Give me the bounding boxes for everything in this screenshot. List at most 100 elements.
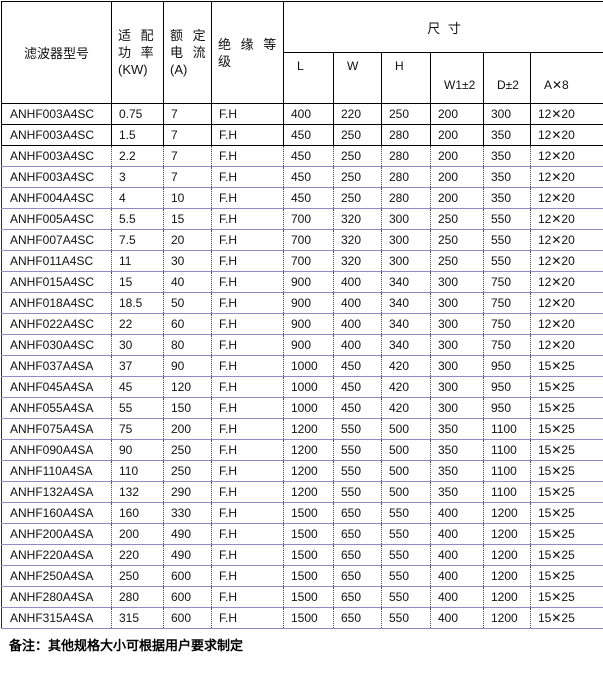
table-row: ANHF011A4SC 11 30 F.H 700 320 300 250 550 12✕20 [1,250,603,272]
cell-model: ANHF022A4SC [1,313,112,335]
cell-current-a: 490 [163,523,212,545]
cell-dim-d: 950 [483,376,531,398]
cell-power-kw: 280 [111,586,164,608]
header-rated-power: 适 配 功 率 (KW) [111,1,164,104]
cell-insulation: F.H [211,187,284,209]
cell-insulation: F.H [211,229,284,251]
cell-dim-l: 1200 [283,439,334,461]
cell-dim-a: 15✕25 [529,460,603,482]
cell-dim-w1: 400 [430,523,484,545]
cell-dim-h: 280 [381,124,431,146]
cell-dim-w1: 300 [430,397,484,419]
header-dim-A: A✕8 [529,52,603,104]
cell-current-a: 330 [163,502,212,524]
table-row: ANHF090A4SA 90 250 F.H 1200 550 500 350 1100 15✕2… [1,439,603,461]
table-row: ANHF003A4SC 1.5 7 F.H 450 250 280 200 350 12✕20 [1,124,603,146]
cell-dim-w: 650 [333,565,382,587]
cell-dim-w: 400 [333,334,382,356]
cell-dim-a: 15✕25 [529,502,603,524]
cell-model: ANHF160A4SA [1,502,112,524]
cell-model: ANHF200A4SA [1,523,112,545]
cell-dim-a: 15✕25 [529,607,603,629]
table-row: ANHF003A4SC 2.2 7 F.H 450 250 280 200 350 12✕20 [1,145,603,167]
cell-current-a: 600 [163,586,212,608]
cell-dim-d: 1200 [483,544,531,566]
header-rated-power-line2: 功 率 [118,45,154,60]
cell-power-kw: 110 [111,460,164,482]
cell-model: ANHF110A4SA [1,460,112,482]
cell-power-kw: 45 [111,376,164,398]
cell-model: ANHF003A4SC [1,145,112,167]
cell-dim-a: 12✕20 [529,271,603,293]
table-row: ANHF220A4SA 220 490 F.H 1500 650 550 400 1200 15✕… [1,544,603,566]
cell-current-a: 200 [163,418,212,440]
cell-power-kw: 3 [111,166,164,188]
table-row: ANHF250A4SA 250 600 F.H 1500 650 550 400 1200 15✕… [1,565,603,587]
cell-dim-w1: 300 [430,313,484,335]
cell-power-kw: 7.5 [111,229,164,251]
cell-dim-d: 350 [483,166,531,188]
cell-dim-d: 750 [483,334,531,356]
cell-dim-a: 12✕20 [529,145,603,167]
table-row: ANHF315A4SA 315 600 F.H 1500 650 550 400 1200 15✕… [1,607,603,629]
cell-insulation: F.H [211,208,284,230]
cell-dim-a: 15✕25 [529,439,603,461]
cell-dim-w: 400 [333,313,382,335]
cell-insulation: F.H [211,607,284,629]
cell-dim-a: 12✕20 [529,166,603,188]
cell-current-a: 250 [163,460,212,482]
cell-dim-h: 550 [381,502,431,524]
cell-dim-l: 900 [283,313,334,335]
cell-power-kw: 160 [111,502,164,524]
table-row: ANHF280A4SA 280 600 F.H 1500 650 550 400 1200 15✕… [1,586,603,608]
cell-dim-a: 15✕25 [529,376,603,398]
cell-current-a: 10 [163,187,212,209]
cell-dim-l: 700 [283,229,334,251]
cell-dim-a: 12✕20 [529,292,603,314]
cell-dim-a: 15✕25 [529,544,603,566]
cell-dim-d: 550 [483,208,531,230]
cell-dim-w1: 250 [430,229,484,251]
footer-note: 备注：其他规格大小可根据用户要求制定 [9,638,244,653]
cell-dim-w1: 200 [430,187,484,209]
table-row: ANHF018A4SC 18.5 50 F.H 900 400 340 300 750 12✕20 [1,292,603,314]
cell-dim-w1: 300 [430,271,484,293]
cell-dim-l: 1500 [283,565,334,587]
cell-dim-d: 950 [483,355,531,377]
cell-dim-h: 500 [381,481,431,503]
cell-dim-w1: 250 [430,208,484,230]
cell-dim-h: 420 [381,397,431,419]
cell-power-kw: 30 [111,334,164,356]
cell-dim-l: 900 [283,334,334,356]
header-dim-H: H [381,52,431,104]
cell-dim-l: 400 [283,103,334,125]
table-row: ANHF003A4SC 3 7 F.H 450 250 280 200 350 12✕20 [1,166,603,188]
cell-dim-w: 550 [333,481,382,503]
table-row: ANHF004A4SC 4 10 F.H 450 250 280 200 350 12✕20 [1,187,603,209]
cell-insulation: F.H [211,565,284,587]
cell-power-kw: 4 [111,187,164,209]
header-insulation-grade: 绝 缘 等 级 [211,1,284,104]
header-insulation-line2: 级 [218,53,232,69]
cell-power-kw: 132 [111,481,164,503]
cell-dim-a: 15✕25 [529,481,603,503]
cell-model: ANHF037A4SA [1,355,112,377]
cell-insulation: F.H [211,376,284,398]
cell-current-a: 600 [163,565,212,587]
cell-dim-h: 280 [381,166,431,188]
cell-current-a: 7 [163,166,212,188]
cell-dim-a: 12✕20 [529,124,603,146]
cell-dim-w: 250 [333,187,382,209]
cell-insulation: F.H [211,544,284,566]
cell-dim-w1: 350 [430,481,484,503]
cell-dim-d: 1100 [483,439,531,461]
cell-dim-w1: 400 [430,607,484,629]
cell-insulation: F.H [211,418,284,440]
cell-dim-w1: 400 [430,586,484,608]
cell-dim-l: 900 [283,292,334,314]
cell-dim-l: 1500 [283,523,334,545]
header-dim-W: W [333,52,382,104]
cell-model: ANHF075A4SA [1,418,112,440]
table-body: ANHF003A4SC 0.75 7 F.H 400 220 250 200 300 12✕20 A… [1,103,603,629]
cell-model: ANHF280A4SA [1,586,112,608]
